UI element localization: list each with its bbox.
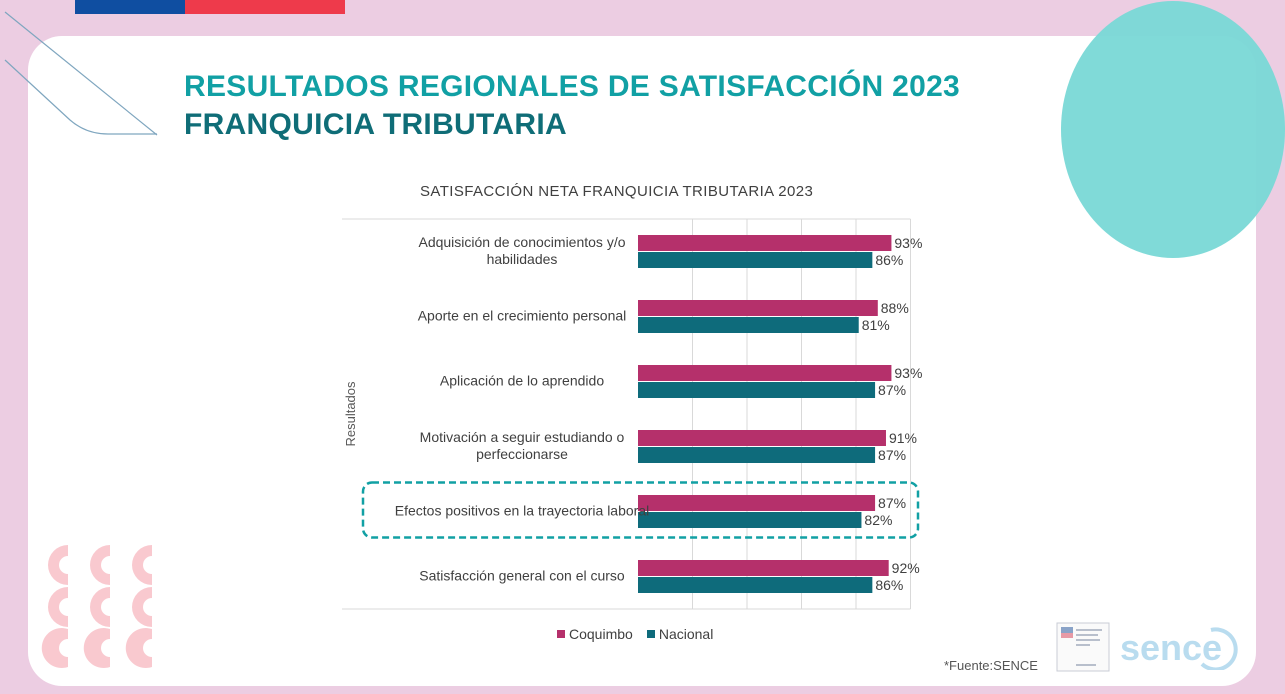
data-label-coquimbo: 91% [889, 430, 917, 446]
category-label: Motivación a seguir estudiando o [420, 429, 625, 445]
data-label-coquimbo: 88% [881, 300, 909, 316]
data-label-nacional: 81% [862, 317, 890, 333]
bar-coquimbo [638, 300, 878, 316]
category-label: perfeccionarse [476, 446, 568, 462]
category-label: Satisfacción general con el curso [419, 568, 625, 584]
data-label-coquimbo: 93% [894, 365, 922, 381]
highlight-box [361, 481, 920, 539]
data-label-nacional: 87% [878, 447, 906, 463]
sence-logo-text: sence [1120, 627, 1222, 668]
data-label-nacional: 86% [875, 252, 903, 268]
legend-swatch-nacional [646, 630, 655, 638]
bar-nacional [638, 447, 876, 463]
data-label-nacional: 82% [864, 512, 892, 528]
bar-coquimbo [638, 235, 892, 251]
decorative-pattern [41, 545, 152, 668]
page-title: RESULTADOS REGIONALES DE SATISFACCIÓN 20… [184, 70, 961, 103]
top-bar-red [185, 0, 345, 14]
decorative-circle [1061, 1, 1285, 258]
bar-coquimbo [638, 365, 892, 381]
bar-nacional [638, 577, 873, 593]
y-axis-label: Resultados [343, 381, 358, 447]
legend-item-coquimbo: Coquimbo [557, 626, 633, 642]
chart-legend: Coquimbo Nacional [557, 626, 713, 642]
category-label: Adquisición de conocimientos y/o [418, 234, 625, 250]
category-label: Aporte en el crecimiento personal [418, 308, 627, 324]
bar-coquimbo [638, 430, 886, 446]
bar-nacional [638, 512, 862, 528]
decorative-lines [4, 11, 158, 136]
data-label-nacional: 86% [875, 577, 903, 593]
bar-nacional [638, 382, 876, 398]
bar-nacional [638, 252, 873, 268]
bar-coquimbo [638, 560, 889, 576]
legend-label-coquimbo: Coquimbo [569, 626, 633, 642]
source-note: *Fuente:SENCE [944, 658, 1038, 673]
category-label: habilidades [487, 251, 558, 267]
legend-label-nacional: Nacional [658, 626, 714, 642]
data-label-coquimbo: 92% [892, 560, 920, 576]
sence-logo: sence [1120, 627, 1238, 670]
data-label-coquimbo: 87% [878, 495, 906, 511]
category-label: Aplicación de lo aprendido [440, 373, 604, 389]
page-subtitle: FRANQUICIA TRIBUTARIA [184, 108, 567, 141]
data-label-nacional: 87% [878, 382, 906, 398]
government-logo [1056, 622, 1110, 672]
chart-title: SATISFACCIÓN NETA FRANQUICIA TRIBUTARIA … [420, 183, 814, 200]
bar-coquimbo [638, 495, 876, 511]
legend-item-nacional: Nacional [646, 626, 714, 642]
legend-swatch-coquimbo [557, 630, 565, 638]
data-label-coquimbo: 93% [894, 235, 922, 251]
top-bar-blue [75, 0, 185, 14]
category-label: Efectos positivos en la trayectoria labo… [395, 503, 649, 519]
bar-nacional [638, 317, 859, 333]
